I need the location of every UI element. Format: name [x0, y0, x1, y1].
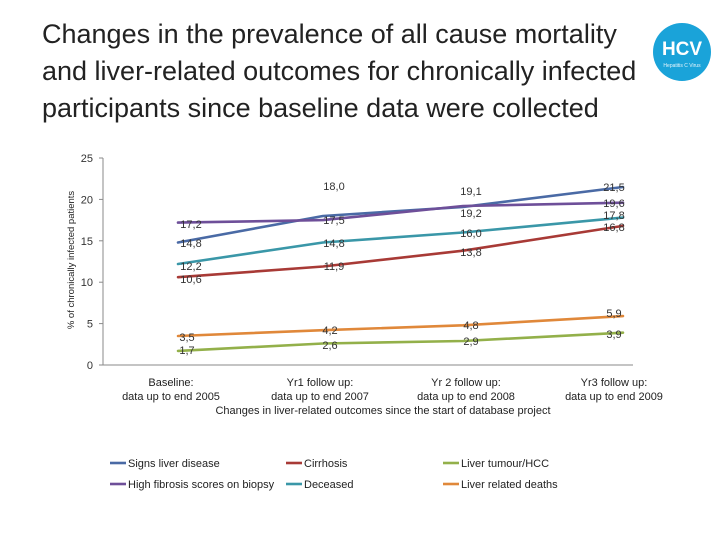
legend-label: Deceased [304, 479, 354, 491]
series-line-2 [176, 331, 625, 353]
x-category-label: Yr3 follow up: [581, 377, 648, 389]
data-label: 5,9 [606, 308, 621, 320]
data-label: 13,8 [460, 247, 481, 259]
chart-axes: 0 5 10 15 20 25 % of chronically infected pati… [66, 153, 663, 417]
series-line-3 [176, 201, 625, 224]
data-label: 4,8 [463, 320, 478, 332]
x-category-label: data up to end 2005 [122, 391, 220, 403]
data-label: 2,6 [322, 340, 337, 352]
legend: Signs liver disease Cirrhosis Liver tumour… [110, 458, 558, 491]
x-category-label: Yr 2 follow up: [431, 377, 501, 389]
data-label: 18,0 [323, 181, 344, 193]
hcv-logo: HCV Hepatitis C Virus [653, 23, 711, 81]
logo-text: HCV [662, 39, 702, 60]
x-category-label: Yr1 follow up: [287, 377, 354, 389]
data-label: 16,0 [460, 228, 481, 240]
series-line-0 [176, 185, 625, 244]
x-axis-label: Changes in liver-related outcomes since … [215, 405, 550, 417]
x-category-label: Baseline: [148, 377, 193, 389]
y-tick-label: 15 [81, 236, 93, 248]
legend-label: High fibrosis scores on biopsy [128, 479, 275, 491]
logo-subtext: Hepatitis C Virus [663, 63, 701, 69]
data-label: 21,5 [603, 182, 624, 194]
data-label: 12,2 [180, 261, 201, 273]
data-label: 17,2 [180, 219, 201, 231]
legend-label: Liver related deaths [461, 479, 558, 491]
data-label: 1,7 [179, 345, 194, 357]
y-tick-label: 20 [81, 194, 93, 206]
y-axis-label: % of chronically infected patients [66, 191, 77, 330]
data-label: 19,2 [460, 208, 481, 220]
data-label: 3,5 [179, 332, 194, 344]
legend-label: Cirrhosis [304, 458, 348, 470]
data-label: 3,9 [606, 329, 621, 341]
series-line-4 [176, 216, 625, 266]
data-label: 14,8 [180, 238, 201, 250]
logo-circle [653, 23, 711, 81]
data-label: 14,8 [323, 238, 344, 250]
legend-label: Signs liver disease [128, 458, 220, 470]
series-lines [176, 185, 625, 353]
x-category-label: data up to end 2007 [271, 391, 369, 403]
data-label: 19,6 [603, 198, 624, 210]
legend-label: Liver tumour/HCC [461, 458, 549, 470]
y-tick-label: 5 [87, 319, 93, 331]
data-labels: 14,8 18,0 19,1 21,5 10,6 11,9 13,8 16,8 1,7 2,6 2,… [179, 181, 624, 357]
data-label: 16,8 [603, 222, 624, 234]
y-tick-label: 10 [81, 277, 93, 289]
slide-title: Changes in the prevalence of all cause m… [42, 19, 637, 123]
data-label: 11,9 [324, 261, 345, 273]
data-label: 19,1 [460, 186, 481, 198]
y-tick-label: 25 [81, 153, 93, 165]
x-category-label: data up to end 2009 [565, 391, 663, 403]
data-label: 4,2 [322, 325, 337, 337]
y-tick-label: 0 [87, 360, 93, 372]
x-category-label: data up to end 2008 [417, 391, 515, 403]
data-label: 10,6 [180, 274, 201, 286]
data-label: 2,9 [463, 336, 478, 348]
series-line-1 [176, 224, 625, 279]
data-label: 17,5 [323, 215, 344, 227]
data-label: 17,8 [603, 210, 624, 222]
series-line-5 [176, 314, 625, 338]
